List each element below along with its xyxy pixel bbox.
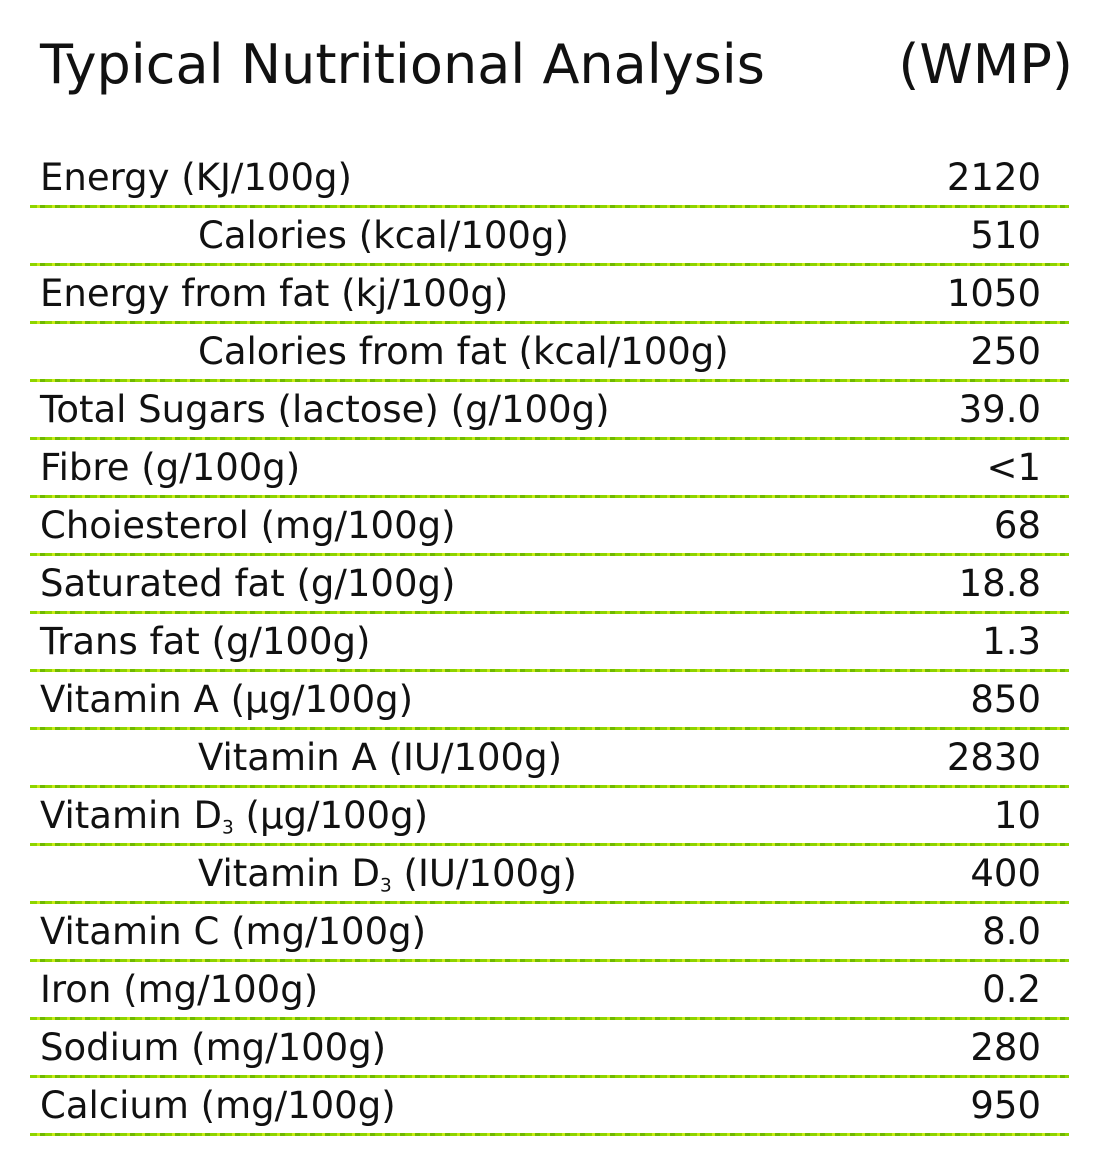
product-code: (WMP)	[898, 33, 1073, 96]
table-row: Calories (kcal/100g) 510	[0, 208, 1117, 266]
page-title: Typical Nutritional Analysis	[40, 33, 765, 96]
row-divider	[30, 727, 1069, 730]
nutrient-label: Sodium (mg/100g)	[40, 1026, 387, 1069]
nutrient-label: Vitamin A (µg/100g)	[40, 678, 414, 721]
nutrient-value: 950	[970, 1084, 1041, 1127]
row-divider	[30, 959, 1069, 962]
nutrient-label: Vitamin A (IU/100g)	[198, 736, 563, 779]
table-row: Calcium (mg/100g) 950	[0, 1078, 1117, 1136]
table-row: Energy (KJ/100g) 2120	[0, 150, 1117, 208]
nutrient-label: Choiesterol (mg/100g)	[40, 504, 456, 547]
table-row: Vitamin A (IU/100g) 2830	[0, 730, 1117, 788]
row-divider	[30, 263, 1069, 266]
table-row: Choiesterol (mg/100g) 68	[0, 498, 1117, 556]
nutrient-label-subscript: 3	[379, 875, 392, 897]
nutrient-value: 1050	[946, 272, 1041, 315]
nutrient-label: Energy (KJ/100g)	[40, 156, 352, 199]
nutrient-label: Calcium (mg/100g)	[40, 1084, 396, 1127]
nutrient-label: Saturated fat (g/100g)	[40, 562, 456, 605]
row-divider	[30, 495, 1069, 498]
table-row: Fibre (g/100g) <1	[0, 440, 1117, 498]
nutrient-label-unit: (µg/100g)	[233, 794, 428, 837]
nutrient-label: Fibre (g/100g)	[40, 446, 301, 489]
nutrient-value: 400	[970, 852, 1041, 895]
nutrient-label: Calories from fat (kcal/100g)	[198, 330, 729, 373]
nutrient-value: 2830	[946, 736, 1041, 779]
table-row: Vitamin D3 (IU/100g) 400	[0, 846, 1117, 904]
table-row: Trans fat (g/100g) 1.3	[0, 614, 1117, 672]
row-divider	[30, 785, 1069, 788]
nutrient-label-subscript: 3	[221, 817, 234, 839]
row-divider	[30, 1133, 1069, 1136]
row-divider	[30, 205, 1069, 208]
nutrient-value: 280	[970, 1026, 1041, 1069]
table-row: Vitamin C (mg/100g) 8.0	[0, 904, 1117, 962]
nutrition-table: Energy (KJ/100g) 2120 Calories (kcal/100…	[0, 150, 1117, 1136]
nutrient-label: Trans fat (g/100g)	[40, 620, 371, 663]
table-row: Saturated fat (g/100g) 18.8	[0, 556, 1117, 614]
table-row: Calories from fat (kcal/100g) 250	[0, 324, 1117, 382]
table-row: Iron (mg/100g) 0.2	[0, 962, 1117, 1020]
nutrient-value: 68	[993, 504, 1041, 547]
nutrient-label-main: Vitamin D	[40, 794, 222, 837]
nutrient-value: <1	[986, 446, 1041, 489]
nutrient-label: Vitamin C (mg/100g)	[40, 910, 427, 953]
row-divider	[30, 1017, 1069, 1020]
nutrient-label-main: Vitamin D	[198, 852, 380, 895]
nutrient-value: 510	[970, 214, 1041, 257]
nutrient-value: 0.2	[982, 968, 1041, 1011]
nutrient-value: 39.0	[958, 388, 1041, 431]
row-divider	[30, 901, 1069, 904]
nutrient-value: 850	[970, 678, 1041, 721]
nutrient-value: 2120	[946, 156, 1041, 199]
row-divider	[30, 669, 1069, 672]
nutrient-label: Total Sugars (lactose) (g/100g)	[40, 388, 610, 431]
nutrient-label: Iron (mg/100g)	[40, 968, 319, 1011]
nutrient-value: 10	[993, 794, 1041, 837]
row-divider	[30, 321, 1069, 324]
table-row: Energy from fat (kj/100g) 1050	[0, 266, 1117, 324]
row-divider	[30, 611, 1069, 614]
table-row: Vitamin D3 (µg/100g) 10	[0, 788, 1117, 846]
nutrient-label: Calories (kcal/100g)	[198, 214, 569, 257]
nutrient-value: 18.8	[958, 562, 1041, 605]
row-divider	[30, 379, 1069, 382]
row-divider	[30, 437, 1069, 440]
table-row: Total Sugars (lactose) (g/100g) 39.0	[0, 382, 1117, 440]
nutrient-value: 1.3	[982, 620, 1041, 663]
nutrient-value: 250	[970, 330, 1041, 373]
nutrient-label-unit: (IU/100g)	[391, 852, 577, 895]
nutrient-label: Vitamin D3 (µg/100g)	[40, 792, 428, 853]
table-row: Vitamin A (µg/100g) 850	[0, 672, 1117, 730]
nutrient-value: 8.0	[982, 910, 1041, 953]
row-divider	[30, 553, 1069, 556]
nutrient-label: Energy from fat (kj/100g)	[40, 272, 509, 315]
nutrient-label: Vitamin D3 (IU/100g)	[198, 850, 577, 911]
row-divider	[30, 1075, 1069, 1078]
table-row: Sodium (mg/100g) 280	[0, 1020, 1117, 1078]
row-divider	[30, 843, 1069, 846]
